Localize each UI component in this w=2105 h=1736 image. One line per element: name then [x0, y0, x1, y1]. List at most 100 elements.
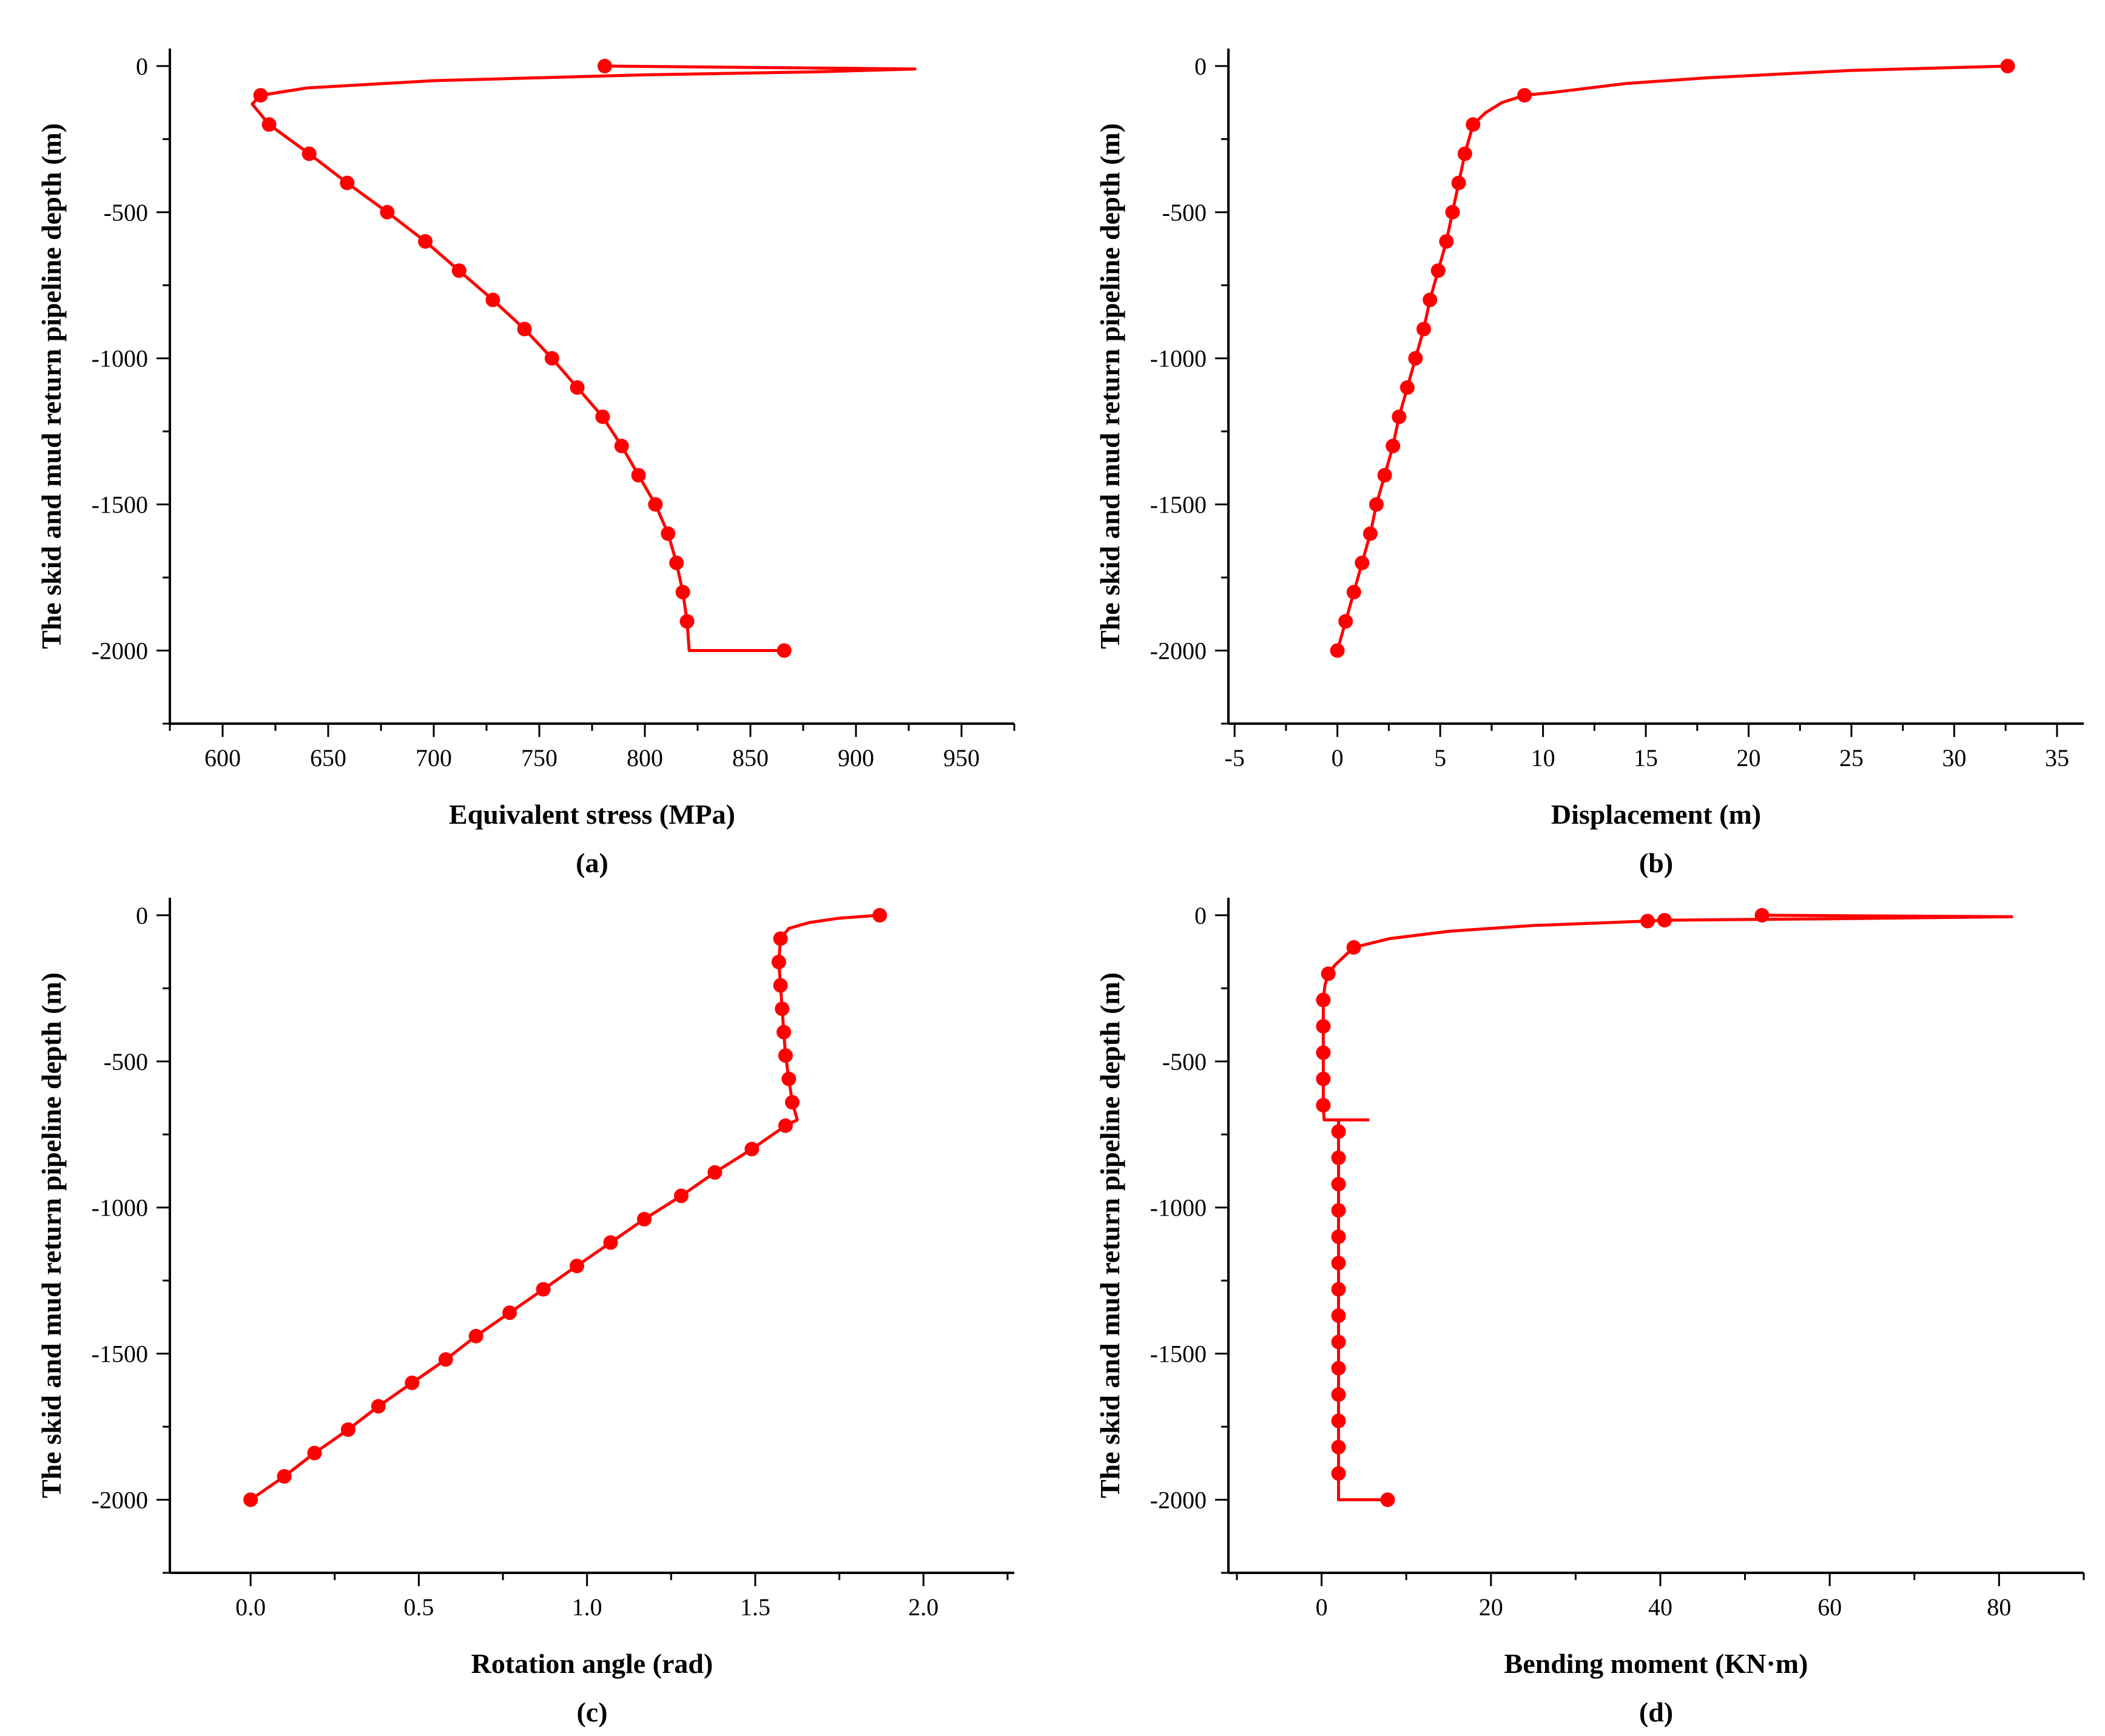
x-tick-label: -5	[1225, 744, 1245, 772]
data-point	[1331, 1282, 1346, 1297]
y-tick-label: 0	[1194, 902, 1207, 929]
data-point	[1316, 1098, 1331, 1113]
y-tick-label: -1000	[92, 1194, 148, 1222]
data-point	[261, 117, 277, 132]
data-point	[1331, 1229, 1346, 1244]
data-point	[1331, 1361, 1346, 1376]
data-point	[1331, 1203, 1346, 1218]
data-point	[674, 1188, 689, 1203]
x-tick-label: 900	[838, 744, 874, 772]
panel-label: (a)	[576, 847, 608, 878]
data-point	[340, 1422, 355, 1437]
x-tick-label: 25	[1839, 744, 1864, 772]
data-point	[637, 1212, 652, 1226]
y-tick-label: -500	[1162, 1048, 1207, 1075]
data-point	[1316, 992, 1331, 1008]
panel-a: 600 650 700 750 800 850 900 950 0 -500 -1000 -1500 -…	[36, 49, 1015, 878]
data-point	[307, 1445, 322, 1461]
data-point	[438, 1352, 453, 1367]
x-tick-label: 0	[1332, 744, 1344, 772]
data-point	[1355, 556, 1370, 570]
y-tick-label: 0	[1194, 53, 1207, 80]
y-tick-label: 0	[136, 53, 148, 80]
y-axis-title: The skid and mud return pipeline depth (…	[1094, 972, 1125, 1498]
data-point	[1331, 1413, 1346, 1428]
data-point	[1331, 1124, 1346, 1139]
data-point	[380, 204, 395, 220]
panel-b: -5 0 5 10 15 20 25 30 35 0 -500 -1000 -1500 -2000 Disp…	[1094, 49, 2084, 878]
series-line	[1321, 913, 2013, 1501]
y-tick-label: -1500	[92, 1341, 148, 1368]
data-point	[1445, 204, 1460, 220]
panel-d: 0 20 40 60 80 0 -500 -1000 -1500 -2000 Bending mom…	[1094, 898, 2085, 1728]
data-point	[781, 1071, 797, 1086]
y-tick-label: -500	[1162, 199, 1207, 226]
data-point	[340, 175, 355, 190]
data-point	[669, 556, 684, 570]
data-point	[485, 292, 500, 308]
series-line	[1336, 64, 2010, 652]
data-point	[614, 439, 629, 454]
y-tick-label: -1000	[1150, 1194, 1207, 1222]
x-tick-label: 750	[521, 744, 557, 772]
y-tick-label: -500	[104, 199, 148, 226]
data-point	[1330, 643, 1345, 658]
x-tick-label: 950	[943, 744, 980, 772]
data-point	[1430, 263, 1446, 278]
data-point	[603, 1235, 618, 1250]
data-point	[1451, 175, 1466, 190]
x-axis-title: Bending moment (KN·m)	[1504, 1648, 1808, 1679]
data-point	[418, 234, 433, 249]
x-tick-label: 650	[310, 744, 346, 772]
data-point	[1362, 526, 1378, 541]
data-point	[1408, 351, 1423, 366]
data-point	[1321, 966, 1336, 981]
panel-label: (b)	[1639, 847, 1673, 878]
data-point	[517, 321, 532, 337]
data-point	[776, 1024, 792, 1040]
data-point	[707, 1165, 722, 1180]
y-tick-label: -1000	[1150, 345, 1207, 372]
x-tick-label: 700	[416, 744, 452, 772]
data-point	[778, 1048, 793, 1063]
data-point	[1316, 1071, 1331, 1086]
y-axis-title: The skid and mud return pipeline depth (…	[36, 972, 67, 1498]
data-point	[1331, 1387, 1346, 1402]
data-point	[1331, 1334, 1346, 1350]
data-point	[1346, 940, 1361, 955]
panel-c: 0.0 0.5 1.0 1.5 2.0 0 -500 -1000 -1500 -2000 Rotat…	[36, 898, 1014, 1728]
data-point	[1439, 234, 1454, 249]
data-point	[679, 614, 695, 629]
data-point	[1466, 117, 1481, 132]
y-tick-label: -2000	[1150, 1487, 1207, 1514]
y-tick-label: -1500	[92, 491, 148, 519]
data-point	[1386, 439, 1401, 454]
data-point	[253, 88, 268, 103]
y-tick-label: 0	[136, 902, 148, 929]
data-point	[648, 497, 663, 512]
data-point	[872, 907, 887, 923]
data-point	[1331, 1308, 1346, 1323]
series-line	[251, 64, 917, 652]
x-axis-title: Rotation angle (rad)	[471, 1648, 713, 1679]
data-point	[371, 1399, 386, 1414]
data-point	[301, 146, 317, 161]
data-point	[1754, 907, 1770, 923]
data-point	[785, 1095, 800, 1110]
x-tick-label: 40	[1648, 1593, 1672, 1621]
data-point	[661, 526, 676, 541]
x-tick-label: 30	[1942, 744, 1966, 772]
data-point	[2000, 58, 2015, 73]
data-point	[597, 58, 612, 73]
y-tick-label: -2000	[92, 638, 148, 665]
y-tick-label: -1500	[1150, 491, 1207, 519]
y-tick-label: -2000	[92, 1487, 148, 1514]
data-point	[1331, 1466, 1346, 1481]
x-tick-label: 15	[1634, 744, 1658, 772]
data-point	[544, 351, 559, 366]
data-point	[776, 643, 792, 658]
x-tick-label: 20	[1479, 1593, 1503, 1621]
x-axis-title: Equivalent stress (MPa)	[449, 799, 735, 830]
panel-label: (c)	[576, 1697, 607, 1728]
